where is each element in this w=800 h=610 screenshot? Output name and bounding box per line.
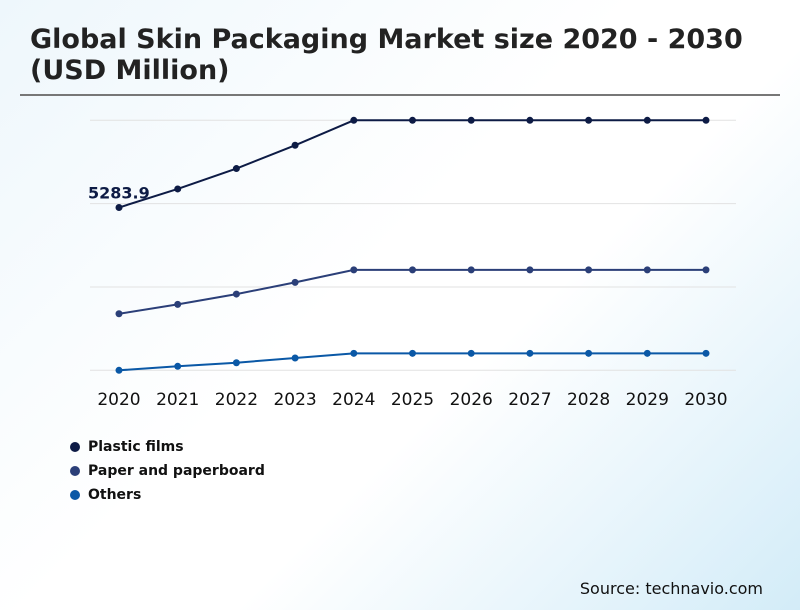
data-point (232, 290, 240, 298)
data-point (526, 266, 534, 274)
source-note: Source: technavio.com (579, 579, 763, 598)
x-tick-label: 2023 (273, 390, 316, 410)
data-point (174, 185, 182, 193)
x-tick-label: 2022 (215, 390, 258, 410)
legend-item: Paper and paperboard (70, 459, 265, 483)
title-divider (20, 94, 780, 96)
x-tick-label: 2021 (156, 390, 199, 410)
x-tick-label: 2020 (97, 390, 140, 410)
data-point (467, 349, 475, 357)
chart-title: Global Skin Packaging Market size 2020 -… (30, 24, 743, 86)
data-point (174, 362, 182, 370)
x-tick-label: 2024 (332, 390, 375, 410)
data-point (702, 349, 710, 357)
data-point (409, 266, 416, 274)
data-point (232, 359, 240, 367)
legend-marker-icon (70, 490, 80, 500)
data-point (467, 116, 475, 124)
data-point (291, 141, 299, 149)
data-point (643, 116, 651, 124)
data-point (115, 204, 123, 212)
legend-marker-icon (70, 442, 80, 452)
data-point (409, 116, 416, 124)
data-point (526, 116, 534, 124)
x-tick-label: 2026 (450, 390, 493, 410)
legend-item: Plastic films (70, 435, 265, 459)
data-label: 5283.9 (88, 184, 150, 203)
data-point (585, 349, 593, 357)
data-point (115, 310, 123, 318)
data-point (702, 116, 710, 124)
data-point (585, 116, 593, 124)
x-tick-label: 2028 (567, 390, 610, 410)
data-point (350, 116, 358, 124)
data-point (115, 366, 123, 374)
data-point (232, 165, 240, 173)
data-point (585, 266, 593, 274)
data-point (350, 349, 358, 357)
legend-marker-icon (70, 466, 80, 476)
x-tick-label: 2027 (508, 390, 551, 410)
legend-label: Paper and paperboard (88, 463, 265, 479)
legend-label: Plastic films (88, 439, 184, 455)
data-point (291, 354, 299, 362)
x-tick-label: 2029 (626, 390, 669, 410)
series-line (118, 268, 706, 315)
legend-item: Others (70, 483, 265, 507)
data-point (643, 266, 651, 274)
series-line (118, 119, 706, 209)
data-point (350, 266, 358, 274)
data-point (467, 266, 475, 274)
data-point (702, 266, 710, 274)
data-point (526, 349, 534, 357)
data-point (291, 278, 299, 286)
data-point (174, 300, 182, 308)
data-point (643, 349, 651, 357)
x-tick-label: 2030 (684, 390, 727, 410)
x-tick-label: 2025 (391, 390, 434, 410)
data-point (409, 349, 416, 357)
legend: Plastic films Paper and paperboard Others (70, 435, 265, 507)
legend-label: Others (88, 487, 142, 503)
